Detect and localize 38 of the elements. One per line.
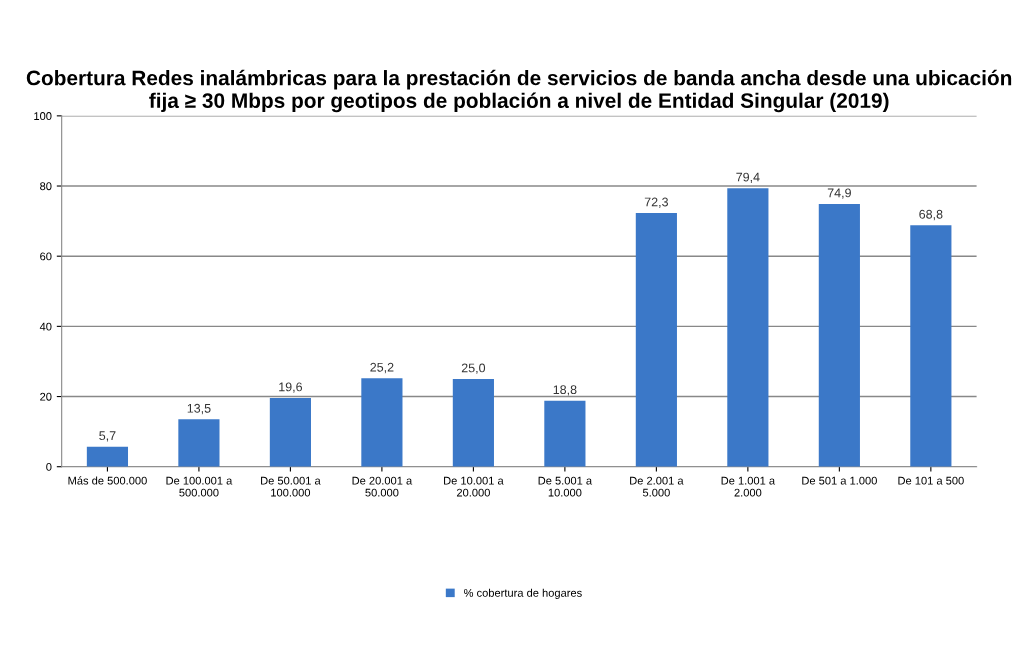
x-tick-label: De 5.001 a 10.000 xyxy=(538,476,593,497)
y-tick-label: 40 xyxy=(39,322,52,331)
bar xyxy=(178,419,220,467)
data-label: 68,8 xyxy=(919,209,943,221)
y-tick-label: 80 xyxy=(40,182,52,191)
x-tick-label: De 50.001 a 100.000 xyxy=(261,476,321,497)
data-label: 74,9 xyxy=(827,188,851,199)
bar xyxy=(635,213,677,467)
bar xyxy=(361,378,403,467)
data-label: 18,8 xyxy=(553,385,577,396)
x-tick-label: De 10.001 a 20.000 xyxy=(444,476,504,497)
data-label: 25,2 xyxy=(370,362,394,374)
data-label: 79,4 xyxy=(736,172,760,183)
y-tick-label: 20 xyxy=(40,392,52,401)
chart-title: Cobertura Redes inalámbricas para la prestación de servicios de banda ancha desde una ubicación fija ≥ 30 Mbps por geotipos de población a nivel de Entidad Singular (2019) xyxy=(26,69,1012,113)
bar xyxy=(452,378,494,467)
x-tick-label: De 20.001 a 50.000 xyxy=(352,476,413,497)
data-label: 72,3 xyxy=(644,197,668,208)
data-label: 19,6 xyxy=(279,382,303,393)
y-tick-label: 100 xyxy=(34,112,52,120)
bar xyxy=(544,400,586,467)
data-label: 5,7 xyxy=(99,431,116,442)
bar xyxy=(910,225,952,467)
bar xyxy=(727,188,769,467)
y-tick-label: 0 xyxy=(46,462,52,471)
data-label: 25,0 xyxy=(461,363,486,374)
x-tick-label: De 100.001 a 500.000 xyxy=(166,476,233,497)
bar xyxy=(818,203,860,467)
x-tick-label: De 101 a 500 xyxy=(898,476,964,485)
x-tick-label: De 501 a 1.000 xyxy=(802,476,877,485)
legend-label: % cobertura de hogares xyxy=(463,588,582,600)
data-label: 13,5 xyxy=(187,403,211,415)
x-tick-label: De 1.001 a 2.000 xyxy=(721,476,776,497)
y-tick-label: 60 xyxy=(40,252,52,261)
bar xyxy=(269,397,311,467)
x-tick-label: De 2.001 a 5.000 xyxy=(630,476,684,497)
bar xyxy=(86,446,129,467)
x-tick-label: Más de 500.000 xyxy=(68,476,147,485)
